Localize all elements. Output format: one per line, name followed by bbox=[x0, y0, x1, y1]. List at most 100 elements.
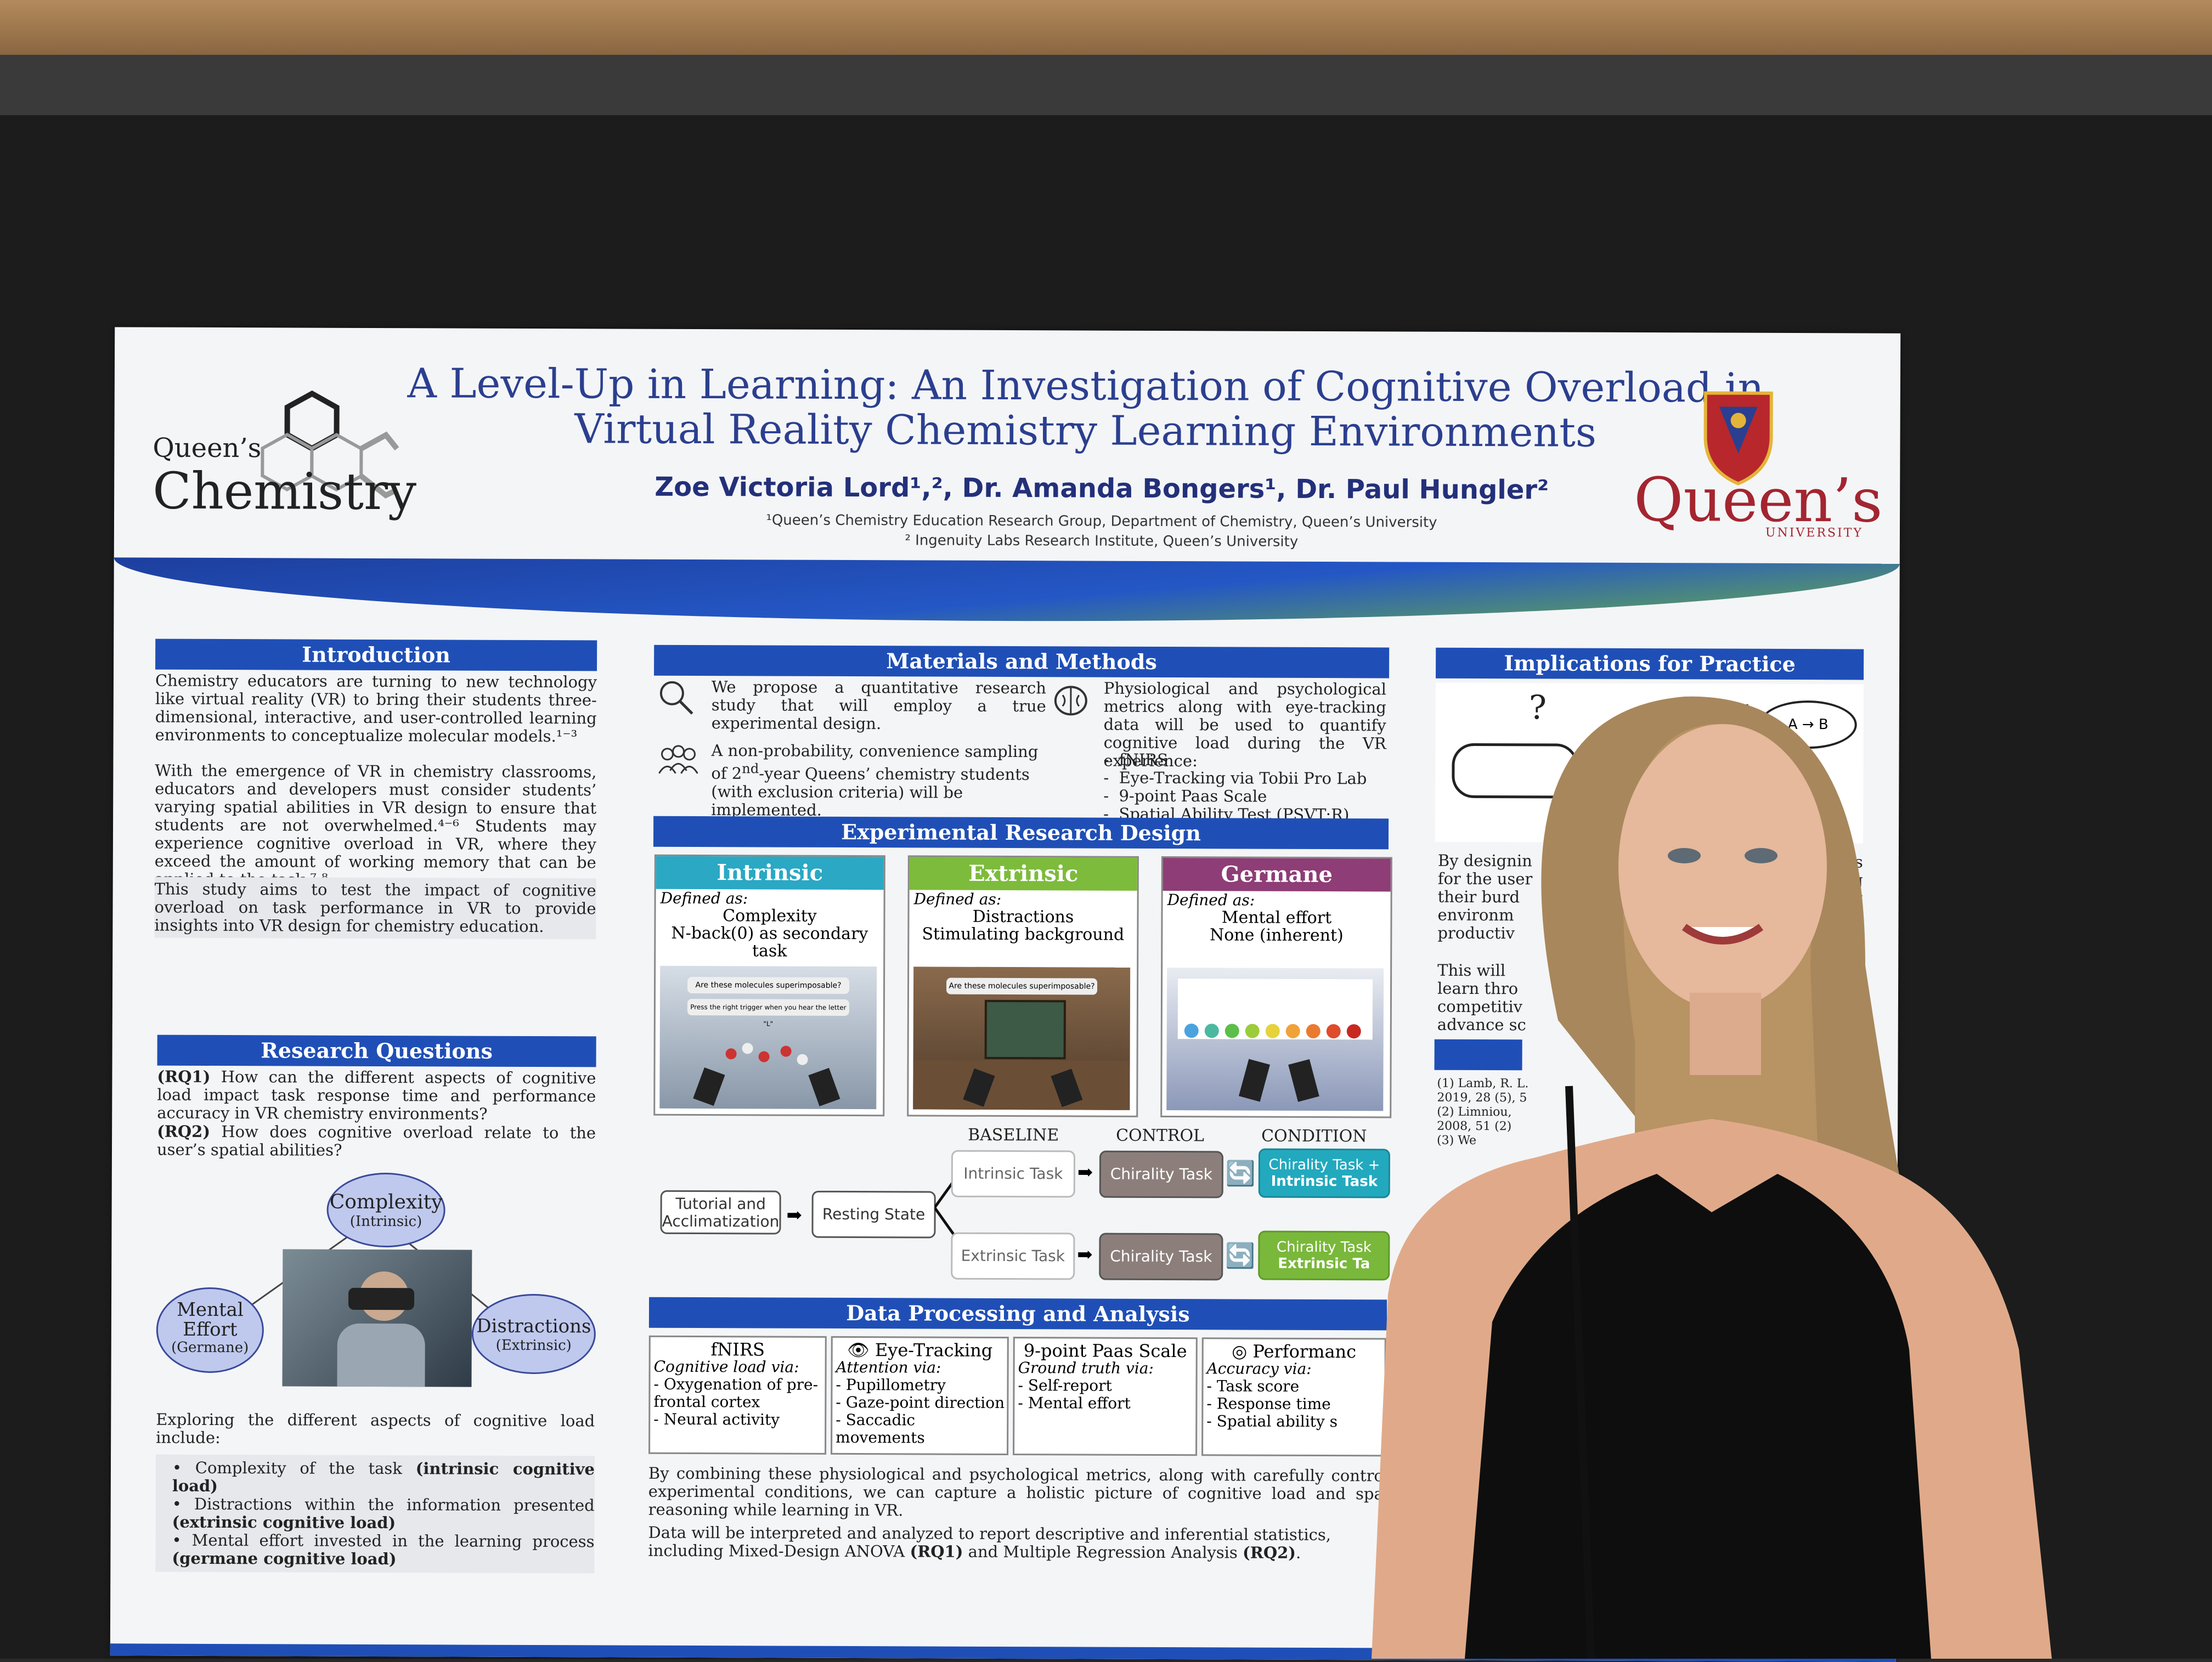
dpa-card-paas: 9-point Paas Scale Ground truth via: - S… bbox=[1013, 1337, 1198, 1456]
dpa-card-fnirs: fNIRS Cognitive load via: - Oxygenation … bbox=[648, 1335, 827, 1455]
paas-sub: Ground truth via: bbox=[1018, 1359, 1154, 1377]
chirality-task-box-2: Chirality Task bbox=[1099, 1233, 1223, 1281]
rq2: (RQ2) How does cognitive overload relate… bbox=[157, 1122, 596, 1161]
bubble-mental-effort: Mental Effort (Germane) bbox=[156, 1287, 264, 1373]
intrinsic-defined: Defined as: bbox=[660, 889, 748, 908]
presenter-silhouette bbox=[1372, 696, 2052, 1659]
title-line-1: A Level-Up in Learning: An Investigation… bbox=[407, 360, 1764, 412]
fnirs-sub: Cognitive load via: bbox=[653, 1357, 799, 1376]
rq1-label: (RQ1) bbox=[157, 1067, 211, 1086]
extrinsic-vr-scene: Are these molecules superimposable? bbox=[913, 966, 1131, 1110]
germane-panel: Germane Defined as: Mental effort None (… bbox=[1160, 856, 1392, 1118]
logo-university: UNIVERSITY bbox=[1765, 525, 1863, 540]
intrinsic-question: Are these molecules superimposable? bbox=[687, 976, 850, 994]
affiliations: ¹Queen’s Chemistry Education Research Gr… bbox=[443, 509, 1760, 553]
queens-chemistry-logo: Queen’s Chemistry bbox=[147, 371, 416, 521]
extrinsic-title: Extrinsic bbox=[909, 857, 1137, 891]
tutorial-box: Tutorial and Acclimatization bbox=[660, 1190, 781, 1235]
title-line-2: Virtual Reality Chemistry Learning Envir… bbox=[574, 405, 1597, 456]
eye-icon: 👁 bbox=[847, 1339, 875, 1361]
eye-item-1: - Pupillometry bbox=[836, 1375, 946, 1394]
dpa-p2-e: . bbox=[1295, 1543, 1301, 1562]
intrinsic-l2: N-back(0) as secondary task bbox=[671, 923, 868, 961]
paas-title: 9-point Paas Scale bbox=[1023, 1340, 1187, 1362]
cognitive-load-diagram: Complexity (Intrinsic) Mental Effort (Ge… bbox=[156, 1167, 596, 1387]
extrinsic-defined: Defined as: bbox=[913, 890, 1002, 908]
extrinsic-l1: Distractions bbox=[972, 907, 1074, 927]
methods-m1: We propose a quantitative research study… bbox=[711, 677, 1047, 733]
dpa-card-eye-tracking: 👁 Eye-Tracking Attention via: - Pupillom… bbox=[831, 1336, 1009, 1456]
extrinsic-question: Are these molecules superimposable? bbox=[946, 977, 1098, 995]
methods-list-text-1: fNIRS bbox=[1119, 750, 1169, 770]
bubble-distractions-sub: (Extrinsic) bbox=[495, 1337, 572, 1354]
queens-university-logo: Queen’s UNIVERSITY bbox=[1617, 387, 1883, 542]
vr-controller-right-icon bbox=[1288, 1059, 1319, 1102]
methods-heading: Materials and Methods bbox=[654, 645, 1390, 679]
bullet-intrinsic: • Complexity of the task (intrinsic cogn… bbox=[172, 1458, 595, 1495]
intrinsic-title: Intrinsic bbox=[656, 856, 884, 890]
load-bullets: • Complexity of the task (intrinsic cogn… bbox=[155, 1454, 595, 1574]
intro-p1: Chemistry educators are turning to new t… bbox=[155, 671, 597, 746]
dpa-heading: Data Processing and Analysis bbox=[648, 1297, 1387, 1331]
bubble-complexity-label: Complexity bbox=[329, 1190, 443, 1214]
arrow-right-icon: ➡ bbox=[786, 1204, 803, 1226]
logo-queens-big: Queen’s bbox=[1633, 464, 1883, 536]
rq-heading: Research Questions bbox=[157, 1034, 596, 1067]
methods-list-text-3: 9-point Paas Scale bbox=[1119, 786, 1267, 806]
b1-text: Complexity of the task bbox=[195, 1458, 416, 1478]
vr-headset-icon bbox=[348, 1287, 415, 1310]
intrinsic-vr-scene: Are these molecules superimposable? Pres… bbox=[659, 965, 877, 1110]
intro-p2: With the emergence of VR in chemistry cl… bbox=[154, 761, 597, 889]
rq1: (RQ1) How can the different aspects of c… bbox=[157, 1067, 596, 1124]
control-label: CONTROL bbox=[1116, 1126, 1205, 1146]
cycle-arrows-icon: 🔄 bbox=[1225, 1160, 1256, 1188]
poster-title: A Level-Up in Learning: An Investigation… bbox=[366, 360, 1804, 456]
bullet-extrinsic: • Distractions within the information pr… bbox=[172, 1494, 595, 1533]
cycle-arrows-icon: 🔄 bbox=[1225, 1242, 1256, 1270]
research-poster: Queen’s Chemistry A Level-Up in Learning… bbox=[110, 327, 1901, 1662]
logo-chemistry: Chemistry bbox=[153, 461, 417, 522]
eye-tracking-title-text: Eye-Tracking bbox=[874, 1339, 993, 1361]
wood-ceiling bbox=[0, 0, 2212, 55]
b3-bold: (germane cognitive load) bbox=[172, 1548, 397, 1569]
crest-icon bbox=[1703, 391, 1773, 485]
chirality-task-box-1: Chirality Task bbox=[1099, 1150, 1224, 1199]
b3-text: Mental effort invested in the learning p… bbox=[191, 1530, 595, 1551]
m2-sup: nd bbox=[742, 761, 759, 777]
m2-text-b: -year Queens’ chemistry students (with e… bbox=[711, 764, 1030, 819]
eye-item-2: - Gaze-point direction bbox=[836, 1393, 1005, 1412]
vr-headset-photo bbox=[282, 1249, 472, 1387]
paas-face-icons bbox=[1183, 1022, 1370, 1039]
intrinsic-l1: Complexity bbox=[723, 906, 817, 926]
header-swoosh bbox=[114, 557, 1900, 624]
dpa-p2-c: and Multiple Regression Analysis bbox=[963, 1542, 1243, 1562]
rq2-label: (RQ2) bbox=[157, 1122, 211, 1141]
lab-bench bbox=[913, 1060, 1130, 1110]
authors: Zoe Victoria Lord¹,², Dr. Amanda Bongers… bbox=[654, 471, 1549, 506]
extrinsic-l2: Stimulating background bbox=[922, 924, 1125, 945]
dpa-p2-rq2: (RQ2) bbox=[1243, 1543, 1296, 1562]
paas-item-1: - Self-report bbox=[1018, 1376, 1112, 1395]
fnirs-item-2: - Neural activity bbox=[653, 1410, 780, 1429]
b2-bold: (extrinsic cognitive load) bbox=[172, 1512, 396, 1533]
vr-controller-right-icon bbox=[808, 1067, 840, 1106]
eye-tracking-sub: Attention via: bbox=[836, 1358, 941, 1377]
bullet-germane: • Mental effort invested in the learning… bbox=[172, 1530, 595, 1569]
dpa-p1: By combining these physiological and psy… bbox=[648, 1463, 1384, 1520]
eye-item-3: - Saccadic movements bbox=[836, 1410, 925, 1447]
dpa-p2-rq1: (RQ1) bbox=[910, 1542, 963, 1561]
fnirs-title: fNIRS bbox=[710, 1339, 765, 1360]
exploring-text: Exploring the different aspects of cogni… bbox=[156, 1410, 595, 1448]
impl-heading: Implications for Practice bbox=[1436, 647, 1864, 680]
bubble-distractions-label: Distractions bbox=[476, 1315, 591, 1338]
dpa-p2: Data will be interpreted and analyzed to… bbox=[648, 1523, 1383, 1563]
intrinsic-task-box: Intrinsic Task bbox=[951, 1150, 1076, 1198]
bubble-mental-sub: (Germane) bbox=[171, 1339, 249, 1356]
intrinsic-nback-prompt: Press the right trigger when you hear th… bbox=[687, 998, 849, 1028]
brain-icon bbox=[1052, 681, 1090, 720]
arrow-right-icon: ➡ bbox=[1077, 1161, 1093, 1184]
hexagon-molecule-icon bbox=[261, 390, 399, 499]
erd-heading: Experimental Research Design bbox=[653, 816, 1389, 850]
people-icon bbox=[656, 743, 700, 776]
bubble-complexity-sub: (Intrinsic) bbox=[349, 1213, 422, 1230]
